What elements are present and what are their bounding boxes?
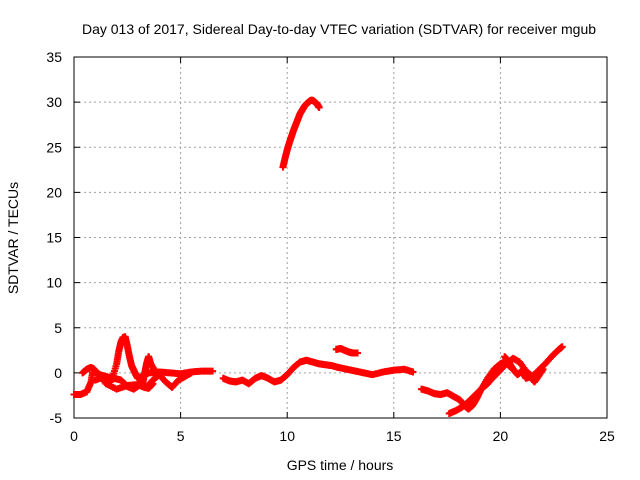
x-tick-label: 5 [177,428,185,444]
series-arc-3 [91,369,195,393]
chart-title: Day 013 of 2017, Sidereal Day-to-day VTE… [82,21,596,37]
data-point [539,365,547,373]
x-tick-label: 10 [279,428,295,444]
x-tick-label: 20 [493,428,509,444]
data-point [155,372,163,380]
y-tick-label: 35 [46,49,62,65]
x-tick-label: 15 [386,428,402,444]
series-arc-5 [219,356,417,388]
y-tick-label: 5 [54,320,62,336]
series-arc-6 [332,345,362,357]
x-tick-label: 0 [70,428,78,444]
data-point [558,343,566,351]
y-tick-label: -5 [50,410,63,426]
x-tick-label: 25 [599,428,615,444]
y-tick-label: 15 [46,230,62,246]
grid-lines [74,57,607,418]
series-arc-10 [501,353,547,386]
y-tick-label: 0 [54,365,62,381]
data-point [209,367,217,375]
data-point [187,369,195,377]
y-tick-label: 25 [46,139,62,155]
data-point [354,349,362,357]
y-tick-label: 20 [46,184,62,200]
series-arc-4 [138,353,163,390]
data-point [409,368,417,376]
y-tick-label: 30 [46,94,62,110]
x-axis-label: GPS time / hours [287,457,394,473]
series-arc-7 [279,96,323,171]
y-axis-label: SDTVAR / TECUs [5,182,21,294]
axis-ticks: 0 5 10 15 20 25 -5 0 5 10 15 20 25 30 35 [46,49,615,444]
data-point [315,104,323,112]
y-tick-label: 10 [46,275,62,291]
data-points [70,96,566,417]
